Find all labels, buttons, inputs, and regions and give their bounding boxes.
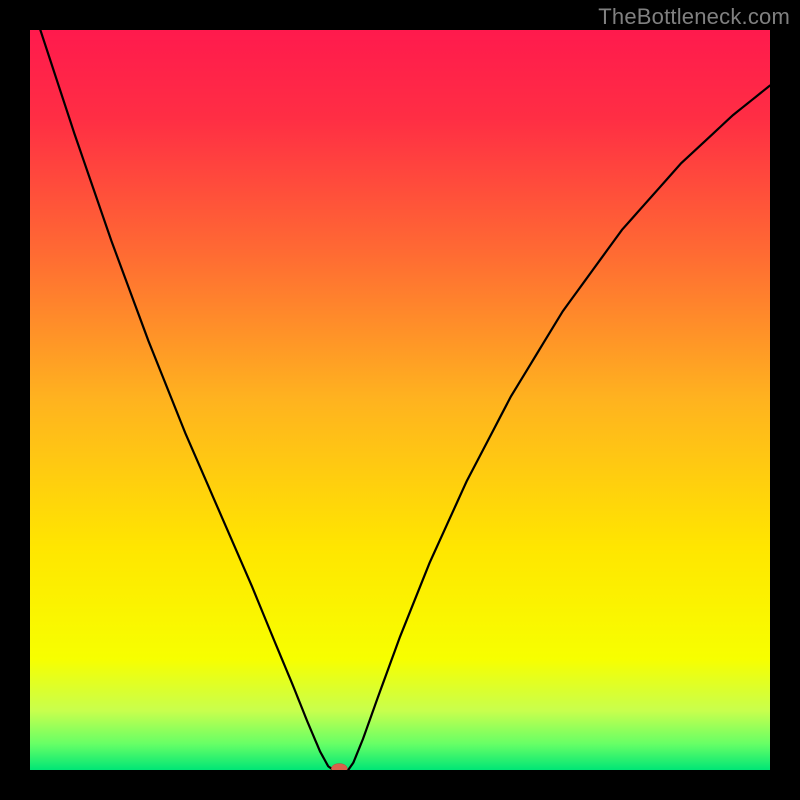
chart-svg [0,0,800,800]
watermark-text: TheBottleneck.com [598,4,790,30]
plot-background [30,30,770,770]
bottleneck-chart: TheBottleneck.com [0,0,800,800]
